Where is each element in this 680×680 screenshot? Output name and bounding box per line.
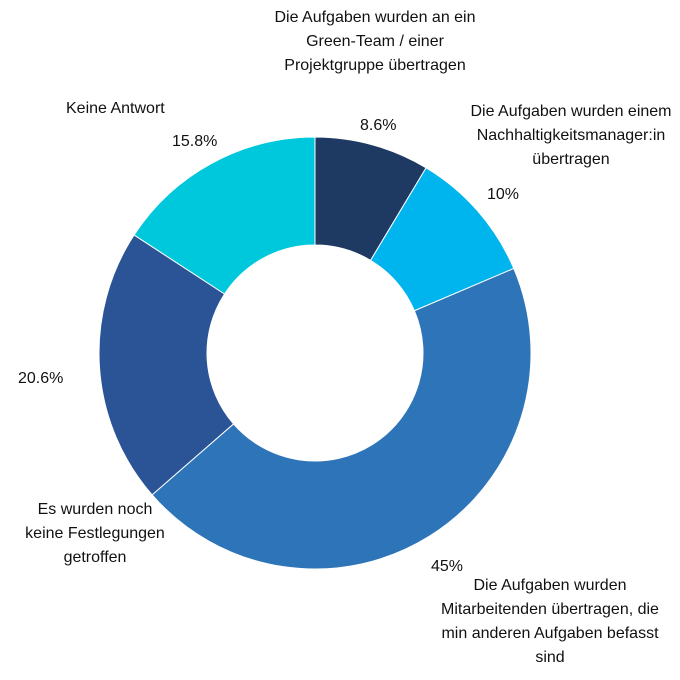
- slice-label-nachhaltigkeitsmanager: Die Aufgaben wurden einem Nachhaltigkeit…: [470, 103, 672, 168]
- donut-slice-keine-festlegungen: [98, 234, 235, 496]
- slice-value-mitarbeitende: 45%: [431, 558, 464, 575]
- slice-label-keine-antwort: Keine Antwort: [66, 100, 165, 117]
- slice-value-nachhaltigkeitsmanager: 10%: [487, 186, 520, 203]
- slice-label-mitarbeitende: Die Aufgaben wurden Mitarbeitenden übert…: [441, 577, 659, 666]
- donut-slice-keine-antwort: [133, 136, 316, 295]
- slice-label-green-team: Die Aufgaben wurden an ein Green-Team / …: [274, 9, 476, 74]
- donut-slice-mitarbeitende: [151, 267, 532, 570]
- slice-value-keine-antwort: 15.8%: [172, 133, 218, 150]
- slice-value-green-team: 8.6%: [360, 117, 397, 134]
- slice-label-keine-festlegungen: Es wurden noch keine Festlegungen getrof…: [25, 501, 165, 566]
- slice-value-keine-festlegungen: 20.6%: [18, 370, 64, 387]
